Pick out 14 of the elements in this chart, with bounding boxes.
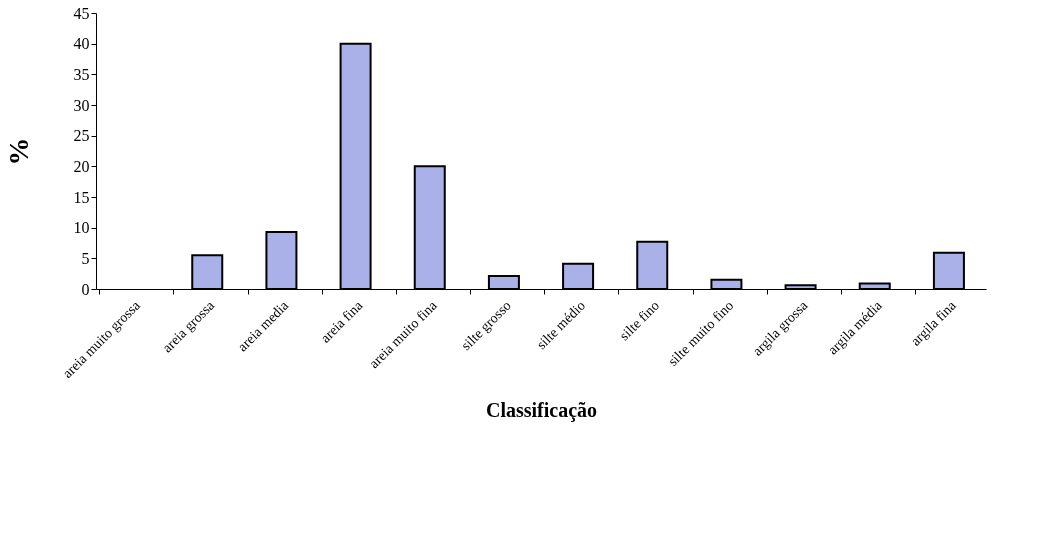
y-tick-label: 40 (73, 35, 90, 53)
x-axis-title: Classificação (485, 398, 598, 422)
y-tick-label: 35 (73, 65, 90, 83)
y-tick-label: 10 (73, 219, 90, 237)
y-tick-label: 0 (81, 280, 90, 298)
y-tick-label: 20 (73, 157, 90, 175)
y-tick-label: 25 (73, 127, 90, 145)
y-tick-label: 45 (73, 4, 90, 22)
x-tick-label: areia fina (317, 297, 367, 346)
x-tick-label: silte fino (616, 297, 663, 344)
y-tick-label: 30 (73, 96, 90, 114)
y-tick-label: 15 (73, 188, 90, 206)
y-axis-title: % (2, 137, 34, 166)
y-tick-label: 5 (81, 249, 90, 267)
